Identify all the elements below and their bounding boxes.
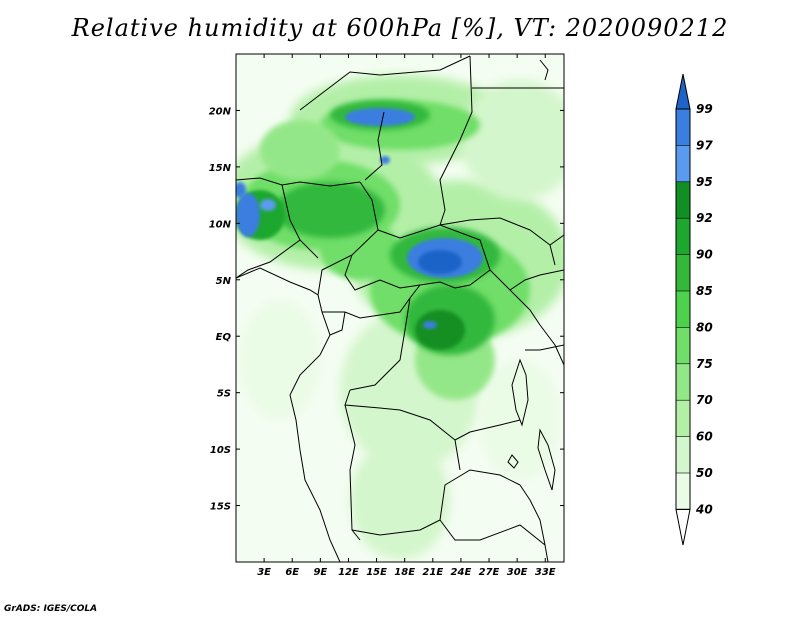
lake-outline — [511, 358, 529, 427]
x-tick-label: 33E — [535, 567, 556, 578]
colorbar-segment — [676, 436, 690, 473]
lake-outline — [537, 428, 556, 491]
map-title: Relative humidity at 600hPa [%], VT: 202… — [71, 14, 729, 42]
border-line — [439, 217, 556, 266]
border-line — [454, 419, 521, 441]
colorbar-label: 50 — [696, 466, 713, 480]
x-tick-label: 9E — [313, 567, 327, 578]
x-axis: 3E 6E 9E 12E 15E 18E 21E 24E 27E 30E 33E — [257, 54, 556, 578]
y-tick-label: 20N — [209, 106, 232, 117]
border-line — [281, 184, 319, 259]
x-tick-label: 3E — [257, 567, 271, 578]
humidity-region — [460, 80, 564, 200]
colorbar-label: 40 — [695, 502, 713, 516]
colorbar-segment — [676, 181, 690, 219]
coastline — [539, 59, 549, 81]
coastline — [236, 267, 341, 562]
country-borders — [236, 55, 564, 562]
y-tick-label: 10S — [210, 445, 231, 456]
humidity-region — [240, 300, 320, 420]
border-line — [299, 55, 471, 111]
colorbar-segment — [676, 363, 690, 401]
colorbar-label: 75 — [696, 357, 713, 371]
humidity-region — [236, 193, 260, 237]
border-line — [439, 55, 473, 226]
x-tick-label: 18E — [394, 567, 415, 578]
colorbar-segment — [675, 508, 691, 546]
border-line — [344, 404, 361, 541]
colorbar-label: 85 — [696, 284, 713, 298]
border-line — [344, 254, 381, 291]
lake-outline — [507, 454, 519, 469]
humidity-region — [275, 182, 385, 238]
y-tick-label: 5N — [216, 276, 232, 287]
grads-credit: GrADS: IGES/COLA — [4, 604, 98, 614]
colorbar-label: 92 — [696, 211, 713, 225]
humidity-region — [423, 321, 437, 329]
humidity-region — [260, 120, 340, 180]
colorbar-segment — [676, 145, 690, 182]
colorbar-segment — [676, 400, 690, 437]
border-line — [317, 181, 379, 296]
border-line — [439, 519, 549, 562]
x-tick-label: 15E — [366, 567, 387, 578]
y-tick-label: 10N — [209, 219, 232, 230]
border-line — [364, 111, 385, 181]
border-line — [349, 297, 411, 391]
humidity-region — [418, 250, 462, 274]
colorbar-label: 70 — [696, 393, 713, 407]
border-line — [539, 324, 564, 366]
colorbar-segment — [676, 109, 690, 146]
colorbar-segment — [676, 291, 690, 328]
y-tick-label: EQ — [216, 332, 232, 343]
colorbar-label: 95 — [696, 175, 713, 189]
colorbar-label: 99 — [696, 102, 713, 116]
humidity-region — [350, 440, 450, 560]
map-frame — [235, 53, 565, 563]
colorbar: 99 97 95 92 90 85 80 75 70 60 50 40 — [675, 73, 713, 546]
colorbar-label: 60 — [696, 430, 713, 444]
humidity-region — [345, 108, 415, 126]
colorbar-segment — [676, 254, 690, 291]
border-line — [377, 224, 491, 289]
x-tick-label: 6E — [285, 567, 299, 578]
border-line — [549, 234, 564, 246]
x-tick-label: 12E — [338, 567, 359, 578]
humidity-region — [236, 182, 246, 198]
border-line — [509, 269, 564, 291]
colorbar-label: 97 — [696, 138, 713, 152]
x-tick-label: 24E — [451, 567, 472, 578]
colorbar-segment — [676, 218, 690, 255]
colorbar-segment — [676, 473, 690, 510]
border-line — [236, 177, 361, 187]
border-line — [519, 484, 546, 546]
humidity-region — [415, 310, 465, 350]
x-tick-label: 30E — [507, 567, 528, 578]
humidity-region — [260, 199, 276, 211]
border-line — [329, 311, 346, 336]
y-axis: 20N 15N 10N 5N EQ 5S 10S 15S — [209, 106, 564, 513]
humidity-region — [380, 156, 390, 164]
border-line — [351, 469, 521, 536]
y-tick-label: 15N — [209, 163, 232, 174]
border-line — [236, 239, 301, 279]
border-line — [489, 269, 541, 326]
humidity-field — [236, 54, 564, 562]
colorbar-segment — [675, 73, 691, 110]
y-tick-label: 5S — [217, 389, 231, 400]
colorbar-segment — [676, 327, 690, 364]
colorbar-label: 80 — [696, 320, 713, 334]
x-tick-label: 21E — [422, 567, 443, 578]
y-tick-label: 15S — [210, 502, 231, 513]
x-tick-label: 27E — [479, 567, 500, 578]
colorbar-label: 90 — [696, 248, 713, 262]
